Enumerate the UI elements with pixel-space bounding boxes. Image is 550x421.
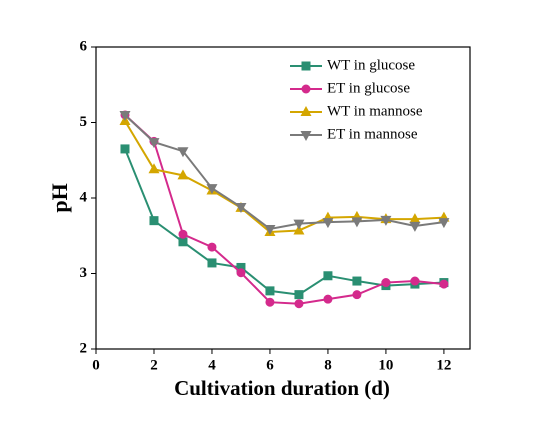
marker <box>323 294 333 304</box>
x-tick-label: 6 <box>266 357 274 373</box>
marker <box>178 229 188 239</box>
marker <box>438 218 450 229</box>
marker <box>119 110 131 121</box>
legend-marker <box>301 61 311 71</box>
x-tick-label: 10 <box>378 357 393 373</box>
legend-label: ET in mannose <box>327 126 418 142</box>
marker <box>235 203 247 214</box>
legend-marker <box>300 106 312 116</box>
marker <box>323 271 333 281</box>
x-tick-label: 2 <box>150 357 158 373</box>
x-tick-label: 0 <box>92 357 100 373</box>
marker <box>409 213 421 224</box>
marker <box>294 290 304 300</box>
marker <box>265 297 275 307</box>
marker <box>293 219 305 230</box>
marker <box>265 286 275 296</box>
marker <box>380 215 392 226</box>
x-tick-label: 12 <box>436 357 451 373</box>
series-line <box>124 120 444 233</box>
marker <box>322 218 334 229</box>
series-line <box>124 114 445 305</box>
marker <box>410 276 420 286</box>
y-tick-label: 5 <box>80 114 88 130</box>
legend-marker <box>301 84 311 94</box>
marker <box>177 147 189 158</box>
y-tick-label: 6 <box>80 38 88 54</box>
legend-label: WT in mannose <box>327 103 423 119</box>
marker <box>120 144 130 154</box>
marker <box>409 221 421 232</box>
marker <box>206 184 218 195</box>
y-tick-label: 4 <box>80 189 88 205</box>
legend-label: ET in glucose <box>327 80 410 96</box>
marker <box>148 163 160 174</box>
marker <box>177 169 189 180</box>
y-tick-label: 3 <box>80 265 88 281</box>
marker <box>207 242 217 252</box>
legend-label: WT in glucose <box>327 57 415 73</box>
x-tick-label: 8 <box>324 357 332 373</box>
marker <box>351 217 363 228</box>
marker <box>148 138 160 149</box>
y-tick-label: 2 <box>80 340 88 356</box>
x-axis-label: Cultivation duration (d) <box>174 376 390 400</box>
marker <box>236 262 246 272</box>
marker <box>236 268 246 278</box>
series-line <box>124 114 445 231</box>
x-tick-label: 4 <box>208 357 216 373</box>
marker <box>149 216 159 226</box>
marker <box>439 279 449 289</box>
marker <box>352 276 362 286</box>
marker <box>381 278 391 288</box>
marker <box>207 258 217 268</box>
legend-marker <box>300 131 312 141</box>
y-axis-label: pH <box>47 183 72 212</box>
marker <box>352 290 362 300</box>
marker <box>178 237 188 247</box>
marker <box>264 224 276 235</box>
marker <box>294 299 304 309</box>
series-line <box>124 148 444 296</box>
